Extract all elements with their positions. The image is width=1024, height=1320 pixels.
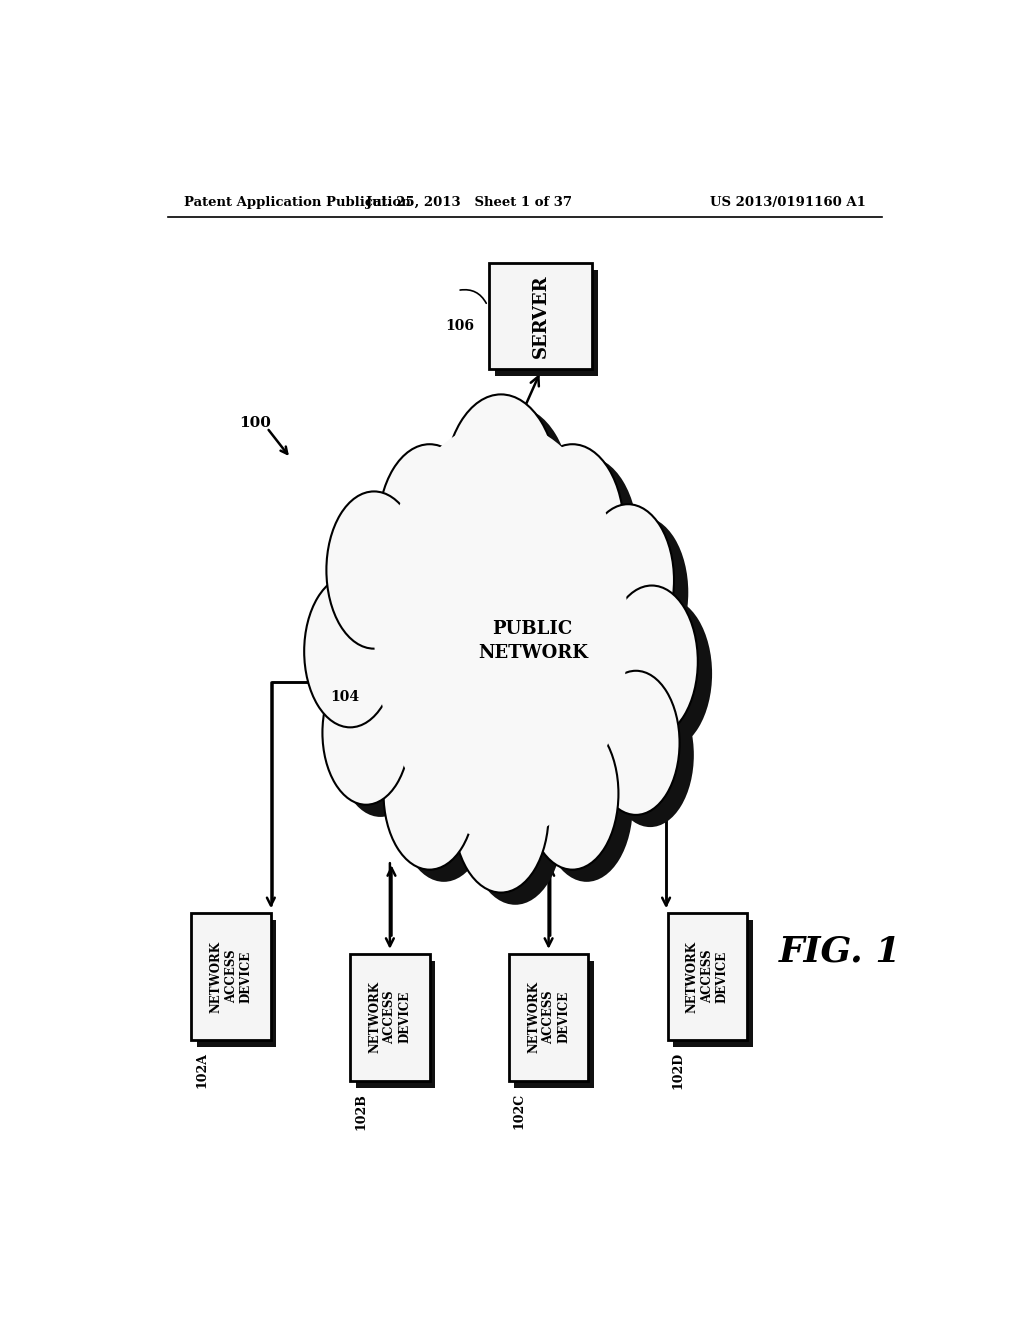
Ellipse shape (304, 576, 396, 727)
Ellipse shape (536, 457, 638, 627)
Bar (673, 920, 753, 1047)
Bar (509, 954, 589, 1081)
Text: NETWORK
ACCESS
DEVICE: NETWORK ACCESS DEVICE (686, 941, 729, 1012)
Bar (514, 961, 594, 1088)
Bar (355, 961, 435, 1088)
Ellipse shape (592, 671, 680, 814)
Bar (350, 954, 430, 1081)
Text: Patent Application Publication: Patent Application Publication (183, 195, 411, 209)
Text: NETWORK
ACCESS
DEVICE: NETWORK ACCESS DEVICE (369, 981, 412, 1053)
Ellipse shape (397, 730, 489, 882)
Ellipse shape (327, 491, 422, 648)
Bar (495, 269, 598, 376)
Ellipse shape (541, 730, 633, 882)
Text: NETWORK
ACCESS
DEVICE: NETWORK ACCESS DEVICE (210, 941, 253, 1012)
Ellipse shape (606, 682, 694, 828)
Ellipse shape (582, 504, 674, 656)
Ellipse shape (458, 407, 572, 595)
Ellipse shape (341, 504, 436, 661)
Ellipse shape (606, 586, 697, 738)
Ellipse shape (596, 516, 688, 668)
Ellipse shape (468, 747, 563, 904)
Text: 102A: 102A (196, 1052, 209, 1088)
Text: 102B: 102B (354, 1093, 368, 1130)
Ellipse shape (374, 421, 628, 841)
Text: NETWORK
ACCESS
DEVICE: NETWORK ACCESS DEVICE (527, 981, 570, 1053)
Bar (668, 913, 746, 1040)
Ellipse shape (454, 735, 549, 892)
Ellipse shape (526, 718, 618, 870)
Bar (197, 920, 276, 1047)
Text: 104: 104 (331, 690, 359, 704)
Text: US 2013/0191160 A1: US 2013/0191160 A1 (711, 195, 866, 209)
Ellipse shape (521, 445, 624, 615)
Ellipse shape (378, 445, 481, 615)
Ellipse shape (443, 395, 558, 583)
Text: 102C: 102C (513, 1093, 526, 1129)
Text: 100: 100 (240, 416, 271, 430)
Text: SERVER: SERVER (531, 275, 550, 358)
Bar (191, 913, 270, 1040)
Text: 106: 106 (445, 319, 474, 333)
Bar (489, 263, 592, 370)
Text: 102D: 102D (672, 1052, 685, 1089)
Text: PUBLIC
NETWORK: PUBLIC NETWORK (478, 620, 588, 663)
Ellipse shape (392, 457, 496, 627)
Ellipse shape (384, 718, 475, 870)
Ellipse shape (318, 587, 411, 739)
Ellipse shape (620, 598, 712, 750)
Text: Jul. 25, 2013   Sheet 1 of 37: Jul. 25, 2013 Sheet 1 of 37 (367, 195, 572, 209)
Text: FIG. 1: FIG. 1 (778, 935, 901, 968)
Ellipse shape (337, 673, 424, 817)
Ellipse shape (323, 660, 410, 805)
